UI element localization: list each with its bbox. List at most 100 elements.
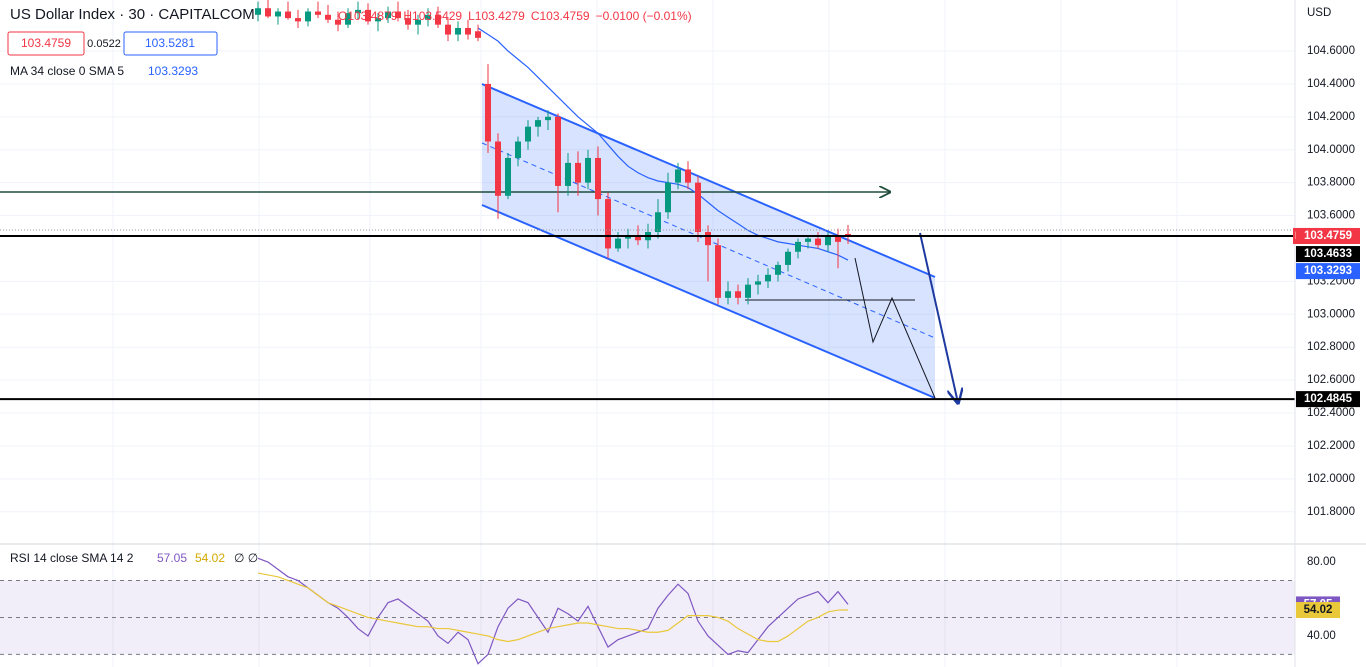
y-tick-label: 104.4000 <box>1307 78 1355 90</box>
candle-body <box>385 11 391 19</box>
y-tick-label: 102.8000 <box>1307 341 1355 353</box>
y-tick-label: 102.6000 <box>1307 374 1355 386</box>
rsi-tick-label: 40.00 <box>1307 630 1336 642</box>
y-tick-label: 102.0000 <box>1307 473 1355 485</box>
channel-bottom <box>481 204 936 399</box>
candle-body <box>775 264 781 275</box>
candle-body <box>615 238 621 249</box>
ma-price: 103.3293 <box>1304 265 1352 277</box>
candle-body <box>325 14 331 20</box>
target-arrow <box>919 232 958 403</box>
ohlc-value: L103.4279 <box>468 9 525 23</box>
candle-body <box>685 169 691 183</box>
candle-body <box>755 281 761 285</box>
candle-body <box>465 27 471 35</box>
candle-body <box>595 157 601 200</box>
candle-body <box>705 232 711 246</box>
series-line <box>257 572 849 643</box>
y-tick-label: 102.4000 <box>1307 407 1355 419</box>
candle-body <box>805 238 811 242</box>
rsi-sma-badge-bg <box>1296 602 1340 619</box>
ohlc-value: C103.4759 <box>531 9 590 23</box>
rsi-flags: ∅ ∅ <box>234 551 258 565</box>
candle-body <box>665 182 671 213</box>
ma-legend: MA 34 close 0 SMA 5 <box>10 64 124 78</box>
candle-body <box>295 18 301 22</box>
candle-body <box>555 116 561 186</box>
y-tick-label: 104.0000 <box>1307 144 1355 156</box>
price-axis: USD 101.8000 102.0000 102.2000 102.4000 102.… <box>1293 7 1360 642</box>
candle-body <box>395 11 401 19</box>
price-pane <box>0 0 1295 401</box>
currency: USD <box>1307 7 1331 19</box>
last-price-bg <box>1296 227 1360 244</box>
candle-body <box>585 157 591 183</box>
bid: 103.4759 <box>21 36 71 50</box>
candle-body <box>565 162 571 186</box>
chart-title: US Dollar Index · 30 · CAPITALCOM <box>10 6 255 23</box>
spread: 0.0522 <box>87 38 121 50</box>
rsi-background <box>0 579 1295 655</box>
rsi-tick-label: 80.00 <box>1307 556 1336 568</box>
candle-body <box>765 274 771 282</box>
y-tick-label: 102.2000 <box>1307 440 1355 452</box>
candle-body <box>525 126 531 142</box>
ohlc-value: H103.5429 <box>403 9 462 23</box>
candle-body <box>495 141 501 196</box>
level-price: 102.4845 <box>1304 393 1353 405</box>
rsi-value: 57.05 <box>157 551 187 565</box>
grid <box>0 0 1295 667</box>
ohlc-value: −0.0100 (−0.01%) <box>596 9 692 23</box>
y-tick-label: 103.8000 <box>1307 177 1355 189</box>
candle-body <box>255 8 261 15</box>
candle-body <box>535 120 541 127</box>
series-line <box>257 557 849 665</box>
ask: 103.5281 <box>145 36 195 50</box>
candle-body <box>515 141 521 158</box>
y-tick-label: 104.2000 <box>1307 111 1355 123</box>
bid-box[interactable] <box>7 31 85 56</box>
rsi-sma-badge: 54.02 <box>1304 604 1333 616</box>
ask-box[interactable] <box>123 31 218 56</box>
candle-body <box>675 169 681 183</box>
candle-body <box>455 27 461 35</box>
candle-body <box>375 18 381 22</box>
candle-body <box>505 157 511 196</box>
last-price: 103.4759 <box>1304 230 1352 242</box>
legend: US Dollar Index · 30 · CAPITALCOM 103.47… <box>7 6 692 565</box>
candle-body <box>655 212 661 233</box>
candle-body <box>415 19 421 25</box>
candle-body <box>575 162 581 183</box>
candle-body <box>345 13 351 25</box>
candle-body <box>485 83 491 142</box>
zigzag <box>854 257 936 399</box>
candle-body <box>425 14 431 20</box>
rsi-band <box>0 580 1295 655</box>
y-tick-label: 104.6000 <box>1307 45 1355 57</box>
candle-body <box>735 291 741 298</box>
candle-body <box>635 235 641 241</box>
series-line <box>477 27 849 261</box>
candle-body <box>315 11 321 15</box>
candle-body <box>745 284 751 298</box>
y-tick-label: 103.0000 <box>1307 308 1355 320</box>
candle-body <box>405 18 411 25</box>
candle-body <box>355 9 361 14</box>
candle-body <box>825 235 831 246</box>
candle-body <box>305 11 311 22</box>
candle-body <box>785 251 791 265</box>
candle-body <box>445 24 451 35</box>
ma-price-bg <box>1296 263 1360 280</box>
candle-body <box>725 291 731 298</box>
candle-body <box>815 238 821 246</box>
candle-body <box>475 31 481 38</box>
candle-body <box>835 235 841 242</box>
rsi-pane <box>257 557 849 665</box>
ohlc-value: O103.4879 <box>338 9 398 23</box>
level-price-bg <box>1296 391 1360 408</box>
candle-body <box>605 199 611 249</box>
y-tick-label: 101.8000 <box>1307 506 1355 518</box>
candle-body <box>285 11 291 19</box>
candle-body <box>545 116 551 121</box>
